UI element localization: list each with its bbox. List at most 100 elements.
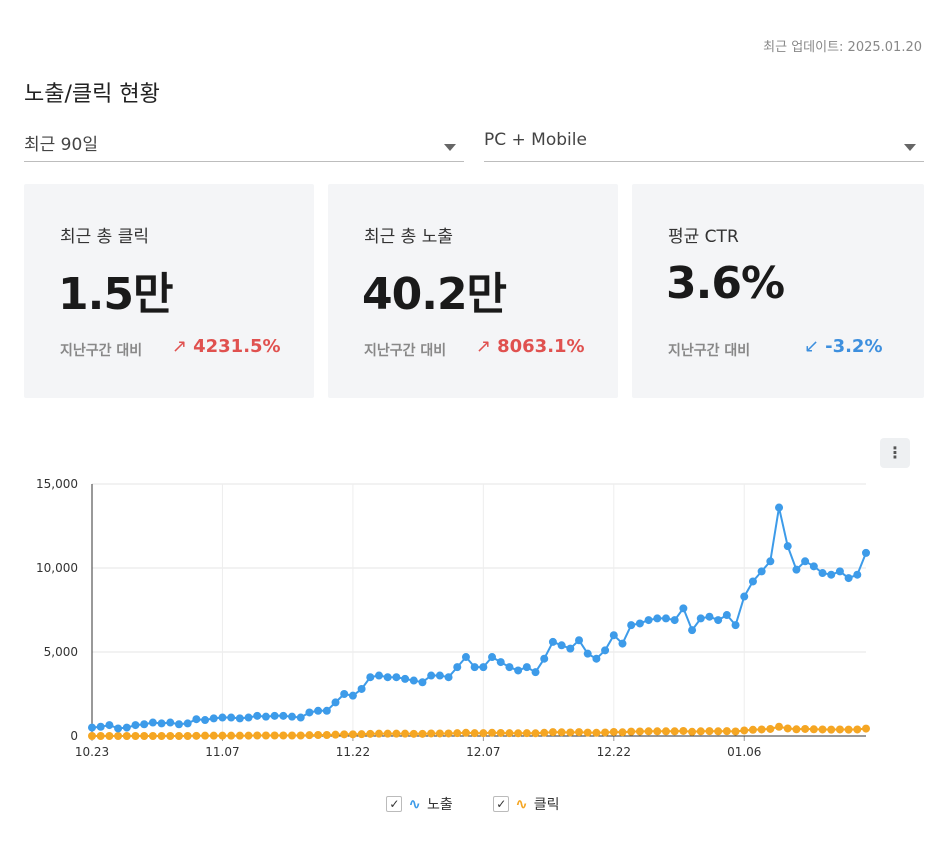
data-point-clicks <box>688 727 697 736</box>
card-delta-value: 8063.1% <box>497 336 585 357</box>
arrow-up-right-icon: ↗ <box>172 336 188 357</box>
data-point-clicks <box>714 727 723 736</box>
page-title: 노출/클릭 현황 <box>24 82 160 107</box>
data-point-clicks <box>201 731 210 740</box>
period-select[interactable]: 최근 90일 <box>24 122 464 162</box>
data-point-impressions <box>531 668 540 677</box>
data-point-clicks <box>296 731 305 740</box>
data-point-impressions <box>757 567 766 576</box>
average-ctr-card: 평균 CTR 3.6% 지난구간 대비 ↙ -3.2% <box>632 184 924 398</box>
data-point-impressions <box>714 616 723 625</box>
x-tick-label: 11.22 <box>336 745 370 759</box>
x-tick-label: 11.07 <box>205 745 239 759</box>
data-point-impressions <box>835 567 844 576</box>
data-point-impressions <box>418 678 427 687</box>
data-point-impressions <box>583 649 592 658</box>
data-point-clicks <box>801 724 810 733</box>
data-point-impressions <box>296 713 305 722</box>
chart-menu-button[interactable]: ⋮ <box>880 438 910 468</box>
data-point-impressions <box>322 706 331 715</box>
data-point-impressions <box>557 641 566 650</box>
data-point-impressions <box>366 673 375 682</box>
data-point-clicks <box>427 729 436 738</box>
x-tick-label: 12.07 <box>466 745 500 759</box>
card-delta-value: -3.2% <box>825 336 883 357</box>
data-point-impressions <box>653 614 662 623</box>
data-point-impressions <box>679 604 688 613</box>
data-point-impressions <box>253 711 262 720</box>
data-point-impressions <box>479 663 488 672</box>
data-point-clicks <box>244 731 253 740</box>
data-point-impressions <box>792 565 801 574</box>
more-vertical-icon: ⋮ <box>887 443 903 462</box>
data-point-impressions <box>183 719 192 728</box>
data-point-clicks <box>253 731 262 740</box>
data-point-clicks <box>661 727 670 736</box>
data-point-impressions <box>644 616 653 625</box>
card-value: 1.5만 <box>58 269 173 320</box>
y-tick-label: 0 <box>70 729 78 743</box>
data-point-impressions <box>696 614 705 623</box>
data-point-clicks <box>357 730 366 739</box>
data-point-clicks <box>418 729 427 738</box>
device-select-value: PC + Mobile <box>484 130 587 150</box>
data-point-clicks <box>696 727 705 736</box>
data-point-impressions <box>427 671 436 680</box>
check-icon[interactable]: ✓ <box>386 796 403 812</box>
chevron-down-icon <box>904 144 916 151</box>
data-point-clicks <box>748 725 757 734</box>
data-point-impressions <box>461 653 470 662</box>
data-point-impressions <box>722 611 731 620</box>
data-point-impressions <box>862 548 870 557</box>
data-point-clicks <box>792 725 801 734</box>
data-point-impressions <box>140 720 149 729</box>
data-point-clicks <box>731 727 740 736</box>
legend-item-clicks[interactable]: ✓ ∿ 클릭 <box>493 794 560 814</box>
data-point-clicks <box>348 730 357 739</box>
data-point-impressions <box>783 542 792 551</box>
data-point-impressions <box>731 621 740 630</box>
data-point-clicks <box>627 727 636 736</box>
data-point-clicks <box>766 724 775 733</box>
device-select[interactable]: PC + Mobile <box>484 122 924 162</box>
data-point-clicks <box>392 729 401 738</box>
data-point-impressions <box>114 724 123 733</box>
data-point-clicks <box>322 730 331 739</box>
data-point-impressions <box>122 723 131 732</box>
legend-item-impressions[interactable]: ✓ ∿ 노출 <box>386 794 453 814</box>
data-point-clicks <box>122 732 131 740</box>
data-point-clicks <box>183 732 192 740</box>
data-point-impressions <box>305 708 314 717</box>
data-point-clicks <box>818 725 827 734</box>
data-point-clicks <box>218 731 227 740</box>
data-point-clicks <box>679 726 688 735</box>
data-point-impressions <box>453 663 462 672</box>
check-icon[interactable]: ✓ <box>493 796 510 812</box>
data-point-impressions <box>270 711 279 720</box>
data-point-impressions <box>661 614 670 623</box>
data-point-impressions <box>218 713 227 722</box>
card-value: 40.2만 <box>362 269 507 320</box>
data-point-clicks <box>435 729 444 738</box>
data-point-clicks <box>514 729 523 738</box>
data-point-clicks <box>548 728 557 737</box>
data-point-impressions <box>105 721 114 730</box>
data-point-clicks <box>757 725 766 734</box>
data-point-clicks <box>835 725 844 734</box>
data-point-clicks <box>522 729 531 738</box>
x-tick-label: 10.23 <box>75 745 109 759</box>
data-point-clicks <box>192 731 201 740</box>
data-point-impressions <box>288 712 297 721</box>
card-label: 최근 총 노출 <box>364 227 454 247</box>
data-point-clicks <box>496 728 505 737</box>
data-point-clicks <box>305 731 314 740</box>
data-point-clicks <box>166 732 175 740</box>
chart-legend: ✓ ∿ 노출 ✓ ∿ 클릭 <box>0 794 946 814</box>
data-point-impressions <box>157 719 166 728</box>
data-point-impressions <box>444 673 453 682</box>
data-point-clicks <box>853 725 862 734</box>
y-tick-label: 10,000 <box>36 561 78 575</box>
legend-label: 클릭 <box>533 797 560 813</box>
data-point-impressions <box>201 716 210 725</box>
data-point-impressions <box>374 671 383 680</box>
